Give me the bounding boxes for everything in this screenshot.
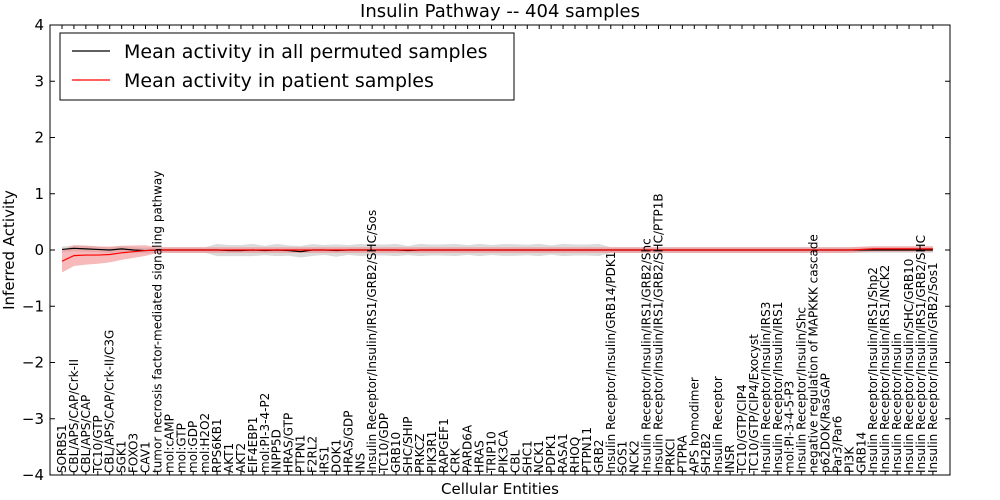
x-tick-label: TRIP10	[484, 431, 498, 474]
x-tick-label: INSR	[723, 445, 737, 473]
x-tick-label: APS homodimer	[687, 377, 701, 473]
x-tick-label: IRS1	[317, 446, 331, 473]
x-tick-label: PTPN1	[294, 435, 308, 473]
x-tick-label: GRB10	[389, 432, 403, 473]
x-tick-label: p62DOK/RasGAP	[819, 373, 833, 473]
x-tick-label: mol:PI-3-4-P2	[258, 393, 272, 473]
x-tick-label: SORBS1	[55, 424, 69, 473]
x-tick-label: RHOQ	[568, 437, 582, 473]
x-tick-label: Insulin Receptor/Insulin/GRB2/Sos1	[926, 262, 940, 473]
x-tick-labels: SORBS1CBL/APS/CAP/Crk-IICBL/APS/CAPTC10/…	[55, 25, 940, 475]
x-tick-label: AKT1	[222, 443, 236, 473]
x-tick-label: NCK1	[532, 440, 546, 473]
x-tick-label: DOK1	[329, 439, 343, 473]
x-tick-label: PRKCI	[663, 438, 677, 473]
x-tick-label: Insulin Receptor/Insulin/IRS1/NCK2	[878, 265, 892, 473]
x-tick-label: mol:H2O2	[198, 413, 212, 473]
plot-frame	[49, 24, 951, 476]
x-tick-label: negative regulation of MAPKKK cascade	[807, 234, 821, 473]
y-tick-label: 4	[34, 16, 44, 34]
x-tick-label: Par3/Par6	[830, 416, 844, 473]
legend: Mean activity in all permuted samples Me…	[59, 32, 515, 101]
y-tick-label: 2	[34, 129, 44, 147]
chart-title: Insulin Pathway -- 404 samples	[360, 1, 640, 22]
x-tick-label: TC10/GTP	[91, 415, 105, 474]
y-axis-ticks: −4 −3 −2 −1 0 1 2 3 4	[22, 16, 950, 484]
x-tick-label: CBL/APS/CAP	[79, 395, 93, 473]
x-tick-label: FOXO3	[127, 433, 141, 473]
y-tick-label: 3	[34, 72, 44, 90]
x-tick-label: TC10/GDP	[377, 413, 391, 474]
y-tick-label: 1	[34, 185, 44, 203]
x-tick-label: PARD6A	[461, 424, 475, 473]
x-tick-label: Insulin Receptor/Insulin	[890, 333, 904, 473]
x-tick-label: INS	[353, 453, 367, 473]
x-tick-label: F2RL2	[306, 436, 320, 473]
legend-label-permuted: Mean activity in all permuted samples	[124, 41, 487, 63]
x-tick-label: Insulin Receptor/Insulin/IRS1/Shp2	[866, 267, 880, 473]
x-tick-label: mol:GDP	[186, 421, 200, 473]
x-tick-label: INPP5D	[270, 429, 284, 473]
series-lines	[61, 247, 933, 262]
x-tick-label: SHC1	[520, 440, 534, 473]
x-tick-label: RPS6KB1	[210, 418, 224, 473]
x-tick-label: SGK1	[115, 441, 129, 473]
x-tick-label: Insulin Receptor/Insulin/GRB14/PDK1	[604, 252, 618, 473]
x-tick-label: Insulin Receptor/Insulin/IRS1	[771, 302, 785, 473]
x-tick-label: PTPRA	[675, 434, 689, 473]
x-tick-label: CRK	[449, 447, 463, 473]
x-tick-label: HRAS	[473, 440, 487, 473]
x-tick-label: TC10/GTP/CIP4	[735, 384, 749, 474]
x-tick-label: NCK2	[628, 440, 642, 473]
x-tick-label: CBL/APS/CAP/Crk-II/C3G	[103, 330, 117, 473]
x-tick-label: SH2B2	[699, 433, 713, 473]
x-tick-label: PIK3R1	[425, 431, 439, 473]
x-tick-label: CBL	[508, 449, 522, 473]
x-tick-label: HRAS/GTP	[282, 413, 296, 473]
x-tick-label: EIF4EBP1	[246, 417, 260, 473]
line-patient	[61, 248, 933, 262]
y-tick-label: −3	[22, 410, 44, 428]
x-tick-label: Insulin Receptor/Insulin/IRS1/GRB2/Shc	[640, 238, 654, 473]
x-tick-label: AKT2	[234, 443, 248, 473]
y-tick-label: −1	[22, 297, 44, 315]
x-tick-label: mol:GTP	[174, 423, 188, 473]
x-tick-label: SOS1	[616, 441, 630, 473]
x-tick-label: Insulin Receptor/Insulin/SHC/GRB10	[902, 259, 916, 473]
x-tick-label: Insulin Receptor/Insulin/IRS1/GRB2/SHC/S…	[365, 210, 379, 473]
x-tick-label: mol:cAMP	[162, 414, 176, 473]
band-patient	[62, 245, 933, 273]
legend-label-patient: Mean activity in patient samples	[124, 70, 434, 92]
x-tick-label: mol:PI-3-4-5-P3	[783, 381, 797, 473]
x-tick-label: PTPN11	[580, 427, 594, 473]
x-tick-label: PDPK1	[544, 434, 558, 473]
x-tick-label: Insulin Receptor/Insulin/IRS3	[759, 302, 773, 473]
x-tick-label: Insulin Receptor/Insulin/Shc	[795, 307, 809, 473]
x-tick-label: GRB14	[854, 432, 868, 473]
y-axis-label: Inferred Activity	[0, 190, 18, 310]
x-tick-label: RAPGEF1	[437, 418, 451, 473]
x-tick-label: CAV1	[139, 441, 153, 473]
x-tick-label: GRB2	[592, 439, 606, 473]
x-tick-label: Insulin Receptor/Insulin/IRS1/GRB2/SHC	[914, 235, 928, 473]
y-tick-label: −2	[22, 354, 44, 372]
confidence-bands	[62, 243, 933, 273]
x-tick-label: SHC/SHIP	[401, 417, 415, 473]
x-tick-label: tumor necrosis factor-mediated signaling…	[150, 171, 164, 473]
x-tick-label: TC10/GTP/CIP4/Exocyst	[747, 334, 761, 474]
x-tick-label: Insulin Receptor	[711, 376, 725, 473]
x-tick-label: PRKCZ	[413, 434, 427, 473]
legend-box	[59, 32, 515, 101]
x-axis-label: Cellular Entities	[441, 480, 559, 498]
x-tick-label: Insulin Receptor/Insulin/IRS1/GRB2/SHC/P…	[652, 193, 666, 473]
y-tick-label: −4	[22, 466, 44, 484]
x-tick-label: HRAS/GDP	[341, 410, 355, 473]
x-tick-label: PI3K	[842, 446, 856, 473]
x-tick-label: PIK3CA	[496, 429, 510, 473]
x-tick-label: RASA1	[556, 433, 570, 473]
x-tick-label: CBL/APS/CAP/Crk-II	[67, 359, 81, 473]
y-tick-label: 0	[34, 241, 44, 259]
